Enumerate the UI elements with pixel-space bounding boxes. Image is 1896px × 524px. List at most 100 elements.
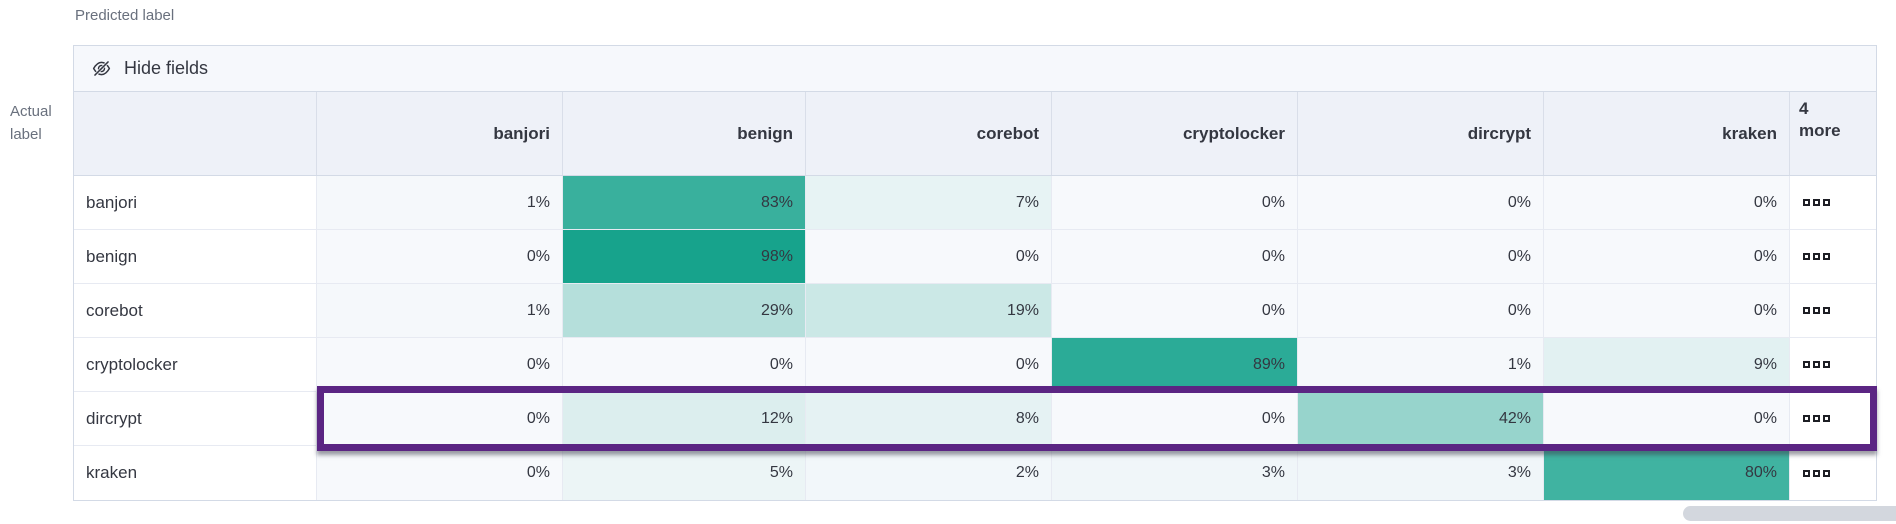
- more-values-cell[interactable]: [1790, 284, 1876, 337]
- matrix-cell[interactable]: 0%: [1052, 284, 1298, 337]
- row-label-cell: banjori: [74, 176, 317, 229]
- ellipsis-square: [1823, 361, 1830, 368]
- hide-fields-button[interactable]: Hide fields: [74, 46, 1876, 92]
- matrix-cell[interactable]: 0%: [317, 338, 563, 391]
- table-row: dircrypt 0% 12% 8% 0% 42% 0%: [74, 386, 1877, 451]
- actual-axis-label-line1: Actual: [10, 103, 52, 120]
- matrix-cell[interactable]: 1%: [317, 284, 563, 337]
- ellipsis-square: [1823, 307, 1830, 314]
- matrix-cell[interactable]: 83%: [563, 176, 806, 229]
- matrix-cell[interactable]: 0%: [317, 230, 563, 283]
- row-label-cell: cryptolocker: [74, 338, 317, 391]
- ellipsis-square: [1813, 361, 1820, 368]
- column-header-cell[interactable]: banjori: [317, 92, 563, 175]
- ellipsis-squares-icon: [1803, 361, 1830, 368]
- matrix-cell[interactable]: 0%: [806, 230, 1052, 283]
- table-row: cryptolocker 0% 0% 0% 89% 1% 9%: [74, 338, 1876, 392]
- table-row: kraken 0% 5% 2% 3% 3% 80%: [74, 446, 1876, 500]
- ellipsis-square: [1813, 415, 1820, 422]
- ellipsis-square: [1803, 361, 1810, 368]
- matrix-cell[interactable]: 0%: [1052, 176, 1298, 229]
- matrix-cell[interactable]: 1%: [1298, 338, 1544, 391]
- ellipsis-squares-icon: [1803, 307, 1830, 314]
- more-header-line1: 4: [1799, 99, 1809, 118]
- ellipsis-square: [1813, 253, 1820, 260]
- table-row: banjori 1% 83% 7% 0% 0% 0%: [74, 176, 1876, 230]
- matrix-cell[interactable]: 0%: [1298, 284, 1544, 337]
- matrix-cell[interactable]: 0%: [1298, 176, 1544, 229]
- matrix-cell[interactable]: 0%: [1298, 230, 1544, 283]
- more-values-cell[interactable]: [1790, 338, 1876, 391]
- matrix-cell[interactable]: 8%: [806, 392, 1052, 445]
- ellipsis-square: [1823, 469, 1830, 477]
- matrix-cell[interactable]: 0%: [1052, 392, 1298, 445]
- matrix-cell[interactable]: 0%: [317, 392, 563, 445]
- matrix-cell[interactable]: 3%: [1298, 446, 1544, 500]
- actual-axis-label-line2: label: [10, 126, 42, 143]
- matrix-cell[interactable]: 12%: [563, 392, 806, 445]
- row-label-cell: corebot: [74, 284, 317, 337]
- more-values-cell[interactable]: [1790, 446, 1876, 500]
- column-header-cell[interactable]: corebot: [806, 92, 1052, 175]
- ellipsis-square: [1803, 469, 1810, 477]
- matrix-cell[interactable]: 80%: [1544, 446, 1790, 500]
- ellipsis-square: [1803, 253, 1810, 260]
- column-header-cell[interactable]: kraken: [1544, 92, 1790, 175]
- matrix-cell[interactable]: 0%: [806, 338, 1052, 391]
- row-label-cell: benign: [74, 230, 317, 283]
- matrix-cell[interactable]: 0%: [1544, 284, 1790, 337]
- ellipsis-square: [1803, 307, 1810, 314]
- table-row: corebot 1% 29% 19% 0% 0% 0%: [74, 284, 1876, 338]
- matrix-cell[interactable]: 19%: [806, 284, 1052, 337]
- ellipsis-square: [1813, 199, 1820, 206]
- eye-closed-icon: [91, 58, 112, 79]
- matrix-cell[interactable]: 1%: [317, 176, 563, 229]
- ellipsis-square: [1823, 415, 1830, 422]
- matrix-cell[interactable]: 2%: [806, 446, 1052, 500]
- matrix-cell[interactable]: 0%: [1544, 230, 1790, 283]
- matrix-cell[interactable]: 98%: [563, 230, 806, 283]
- matrix-cell[interactable]: 3%: [1052, 446, 1298, 500]
- ellipsis-square: [1813, 469, 1820, 477]
- matrix-cell[interactable]: 7%: [806, 176, 1052, 229]
- matrix-cell[interactable]: 89%: [1052, 338, 1298, 391]
- matrix-cell[interactable]: 0%: [1544, 392, 1790, 445]
- row-label-cell: kraken: [74, 446, 317, 500]
- matrix-cell[interactable]: 29%: [563, 284, 806, 337]
- ellipsis-squares-icon: [1803, 199, 1830, 206]
- matrix-cell[interactable]: 0%: [1544, 176, 1790, 229]
- row-label-cell: dircrypt: [74, 392, 317, 445]
- ellipsis-squares-icon: [1803, 253, 1830, 260]
- column-header-cell[interactable]: benign: [563, 92, 806, 175]
- horizontal-scrollbar-thumb[interactable]: [1683, 506, 1896, 521]
- more-values-cell[interactable]: [1790, 392, 1876, 445]
- ellipsis-square: [1823, 199, 1830, 206]
- more-values-cell[interactable]: [1790, 176, 1876, 229]
- header-corner-cell: [74, 92, 317, 175]
- ellipsis-square: [1813, 307, 1820, 314]
- grid-body: banjori benign corebot cryptolocker dircrypt…: [74, 92, 1877, 500]
- column-header-cell[interactable]: dircrypt: [1298, 92, 1544, 175]
- more-values-cell[interactable]: [1790, 230, 1876, 283]
- matrix-cell[interactable]: 0%: [563, 338, 806, 391]
- predicted-axis-label: Predicted label: [75, 7, 175, 24]
- matrix-cell[interactable]: 42%: [1298, 392, 1544, 445]
- column-header-more[interactable]: 4 more: [1790, 92, 1876, 175]
- data-grid: Hide fields banjori benign corebot cryptolo…: [73, 45, 1877, 501]
- actual-axis-label: Actual label: [10, 100, 52, 146]
- ellipsis-square: [1803, 415, 1810, 422]
- matrix-cell[interactable]: 9%: [1544, 338, 1790, 391]
- ellipsis-squares-icon: [1803, 415, 1830, 422]
- more-header-line2: more: [1799, 121, 1841, 140]
- header-row: banjori benign corebot cryptolocker dircrypt…: [74, 92, 1876, 176]
- hide-fields-label: Hide fields: [124, 58, 209, 78]
- table-row: benign 0% 98% 0% 0% 0% 0%: [74, 230, 1876, 284]
- column-header-cell[interactable]: cryptolocker: [1052, 92, 1298, 175]
- ellipsis-square: [1803, 199, 1810, 206]
- matrix-cell[interactable]: 5%: [563, 446, 806, 500]
- ellipsis-square: [1823, 253, 1830, 260]
- ellipsis-squares-icon: [1803, 469, 1830, 477]
- matrix-cell[interactable]: 0%: [317, 446, 563, 500]
- matrix-cell[interactable]: 0%: [1052, 230, 1298, 283]
